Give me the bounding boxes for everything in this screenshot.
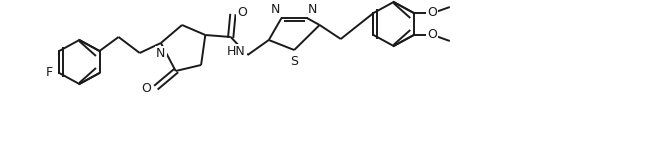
Text: N: N xyxy=(271,3,281,16)
Text: HN: HN xyxy=(227,45,245,58)
Text: O: O xyxy=(427,6,437,18)
Text: O: O xyxy=(237,7,247,19)
Text: N: N xyxy=(308,3,318,16)
Text: O: O xyxy=(427,28,437,40)
Text: F: F xyxy=(46,67,53,79)
Text: O: O xyxy=(142,82,152,95)
Text: N: N xyxy=(156,47,165,60)
Text: S: S xyxy=(290,55,298,68)
